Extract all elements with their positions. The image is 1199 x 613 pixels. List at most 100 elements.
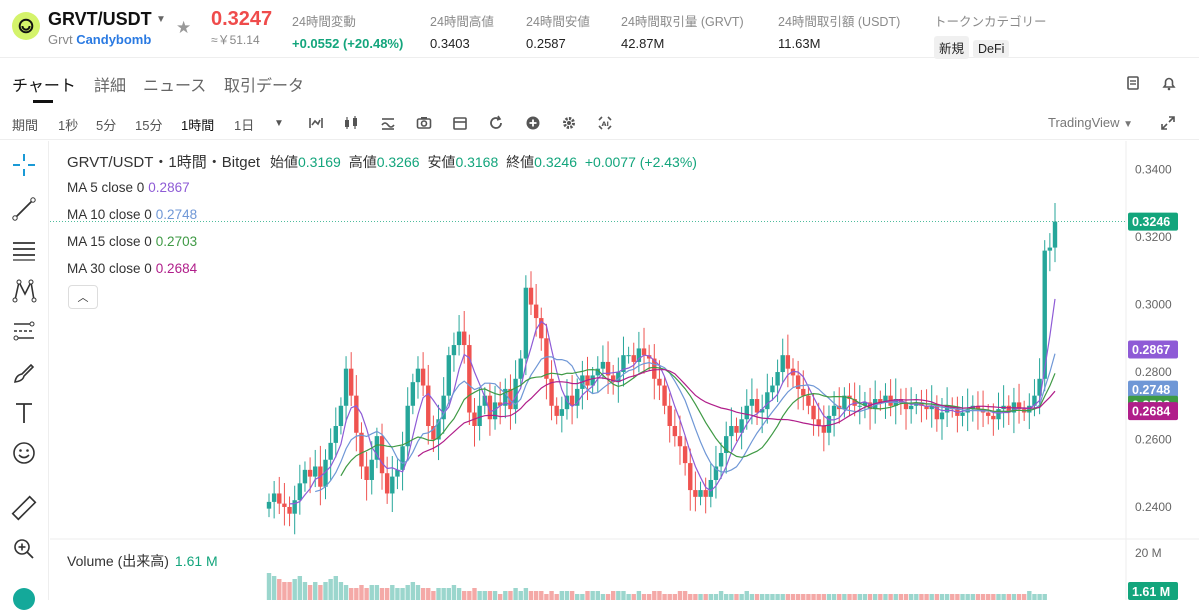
fullscreen-icon[interactable] (1160, 115, 1176, 131)
zoom-in-icon[interactable] (10, 535, 38, 563)
candle-body (816, 419, 821, 427)
candle-body (878, 399, 883, 403)
interval-5m[interactable]: 5分 (96, 118, 117, 133)
volume-bar (703, 594, 708, 600)
candle-body (919, 402, 924, 406)
pattern-icon[interactable] (10, 277, 38, 305)
volume-bar (605, 594, 611, 600)
volume-bar (616, 591, 621, 600)
favorite-star-icon[interactable]: ★ (176, 18, 192, 37)
candle-body (991, 415, 996, 420)
volume-bar (359, 585, 364, 600)
interval-more-icon[interactable]: ▼ (274, 118, 284, 129)
tab-chart[interactable]: チャート (12, 78, 76, 95)
candle-body (343, 368, 349, 406)
candle-body (292, 500, 297, 514)
volume-bar (867, 594, 873, 600)
calendar-icon[interactable] (452, 115, 468, 131)
pair-symbol[interactable]: GRVT/USDT (48, 9, 152, 29)
alert-bell-icon[interactable] (1160, 74, 1178, 92)
candle-body (518, 358, 523, 379)
ohlc-legend: GRVT/USDT・1時間・Bitget 始値0.3169 高値0.3266 安… (67, 154, 697, 171)
price-badge-label: 0.3246 (1132, 215, 1170, 229)
horizontal-lines-icon[interactable] (10, 236, 38, 264)
volume-bar (420, 588, 426, 600)
volume-bar (271, 576, 277, 600)
candle-body (271, 493, 277, 502)
volume-bar (441, 588, 446, 600)
volume-bar (338, 582, 344, 600)
candle-body (487, 395, 493, 420)
candle-body (795, 375, 801, 389)
fib-icon[interactable] (10, 318, 38, 346)
tab-details[interactable]: 詳細 (94, 78, 127, 95)
volume-bar (965, 594, 970, 600)
candle-body (718, 452, 724, 467)
text-tool-icon[interactable] (10, 399, 38, 427)
volume-bar (590, 591, 595, 600)
volume-bar (975, 594, 981, 600)
candle-body (1037, 378, 1042, 396)
candle-body (677, 436, 683, 447)
volume-bar (513, 588, 518, 600)
collapse-legend-button[interactable]: ︿ (68, 285, 98, 309)
volume-bar (390, 585, 395, 600)
volume-bar (677, 591, 683, 600)
volume-bars (266, 573, 1047, 600)
candle-body (441, 395, 446, 420)
brush-icon[interactable] (10, 359, 38, 387)
volume-bar (857, 594, 862, 600)
volume-bar (482, 591, 487, 600)
candle-body (729, 426, 734, 437)
ma15-legend: MA 15 close 0 0.2703 (67, 234, 198, 249)
ruler-icon[interactable] (10, 494, 38, 522)
interval-1d[interactable]: 1日 (234, 118, 255, 133)
tab-trade-data[interactable]: 取引データ (224, 78, 305, 95)
refresh-icon[interactable] (488, 115, 504, 131)
price-badge (1128, 402, 1178, 421)
trendline-icon[interactable] (10, 195, 38, 223)
volume-bar (410, 582, 416, 600)
tag-new[interactable]: 新規 (934, 36, 970, 59)
volume-bar (831, 594, 837, 600)
interval-15m[interactable]: 15分 (135, 118, 163, 133)
pair-dropdown-icon[interactable]: ▼ (156, 14, 166, 25)
y-tick-label: 0.3400 (1135, 163, 1172, 177)
bar-style-icon[interactable] (308, 115, 324, 131)
volume-bar (1021, 594, 1027, 600)
volume-bar (955, 594, 960, 600)
tab-news[interactable]: ニュース (143, 78, 207, 95)
add-icon[interactable] (525, 115, 541, 131)
volume-bar (852, 594, 857, 600)
volume-bar (426, 588, 431, 600)
price-chart[interactable]: 0.3400 0.3200 0.3000 0.2800 0.2600 0.2400 20 M… (50, 141, 1199, 600)
candle-body (944, 405, 950, 413)
candle-body (590, 375, 595, 386)
orderbook-icon[interactable] (1124, 74, 1142, 92)
candle-body (456, 331, 462, 346)
indicators-icon[interactable] (380, 115, 396, 131)
volume-bar (883, 594, 888, 600)
emoji-icon[interactable] (10, 439, 38, 467)
ai-icon[interactable]: AI (597, 115, 613, 131)
price-axis: 0.3400 0.3200 0.3000 0.2800 0.2600 0.2400 20 M (1135, 163, 1172, 560)
candle-body (348, 368, 354, 396)
candle-style-icon[interactable] (343, 115, 359, 131)
camera-icon[interactable] (416, 115, 432, 131)
price-badge-label: 0.2867 (1132, 343, 1170, 357)
ticker-header: GRVT/USDT ▼ Grvt Candybomb ★ 0.3247 ≈￥51… (0, 0, 1199, 59)
volume-bar (472, 588, 477, 600)
settings-gear-icon[interactable] (561, 115, 577, 131)
interval-1h[interactable]: 1時間 (181, 118, 215, 133)
crosshair-icon[interactable] (10, 151, 38, 179)
volume-badge (1128, 582, 1178, 600)
volume-bar (749, 594, 755, 600)
price-badge-label: 0.2748 (1132, 383, 1170, 397)
tag-defi[interactable]: DeFi (973, 40, 1010, 58)
magnet-icon[interactable] (10, 585, 38, 613)
tradingview-selector[interactable]: TradingView ▼ (1048, 115, 1134, 130)
candle-body (1042, 250, 1047, 379)
interval-1s[interactable]: 1秒 (58, 118, 79, 133)
ma5-line (289, 298, 1056, 505)
